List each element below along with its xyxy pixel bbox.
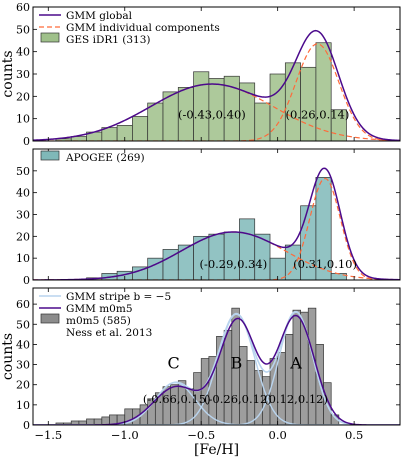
gmm-stripe-component-3 xyxy=(33,311,400,425)
histogram-bar xyxy=(101,416,110,425)
legend-entry-2-label: GMM individual components xyxy=(66,22,220,34)
component-letter-b: B xyxy=(230,354,242,373)
panel-3: (-0.66,0.15)(-0.26,0.12)(0.12,0.12) C B A 0 1… xyxy=(0,287,401,442)
component-letter-c: C xyxy=(168,354,180,373)
histogram-bar xyxy=(284,333,294,425)
histogram-bar xyxy=(300,66,317,141)
annotation-1: (-0.29,0.34) xyxy=(199,257,267,271)
histogram-bar xyxy=(254,102,271,141)
y-tick-label: 60 xyxy=(16,1,30,14)
y-tick-label: 20 xyxy=(16,90,30,103)
legend-entry-1-label: GMM stripe b = −5 xyxy=(66,291,171,303)
x-tick-label: 0.5 xyxy=(345,428,363,442)
annotation-2: (-0.26,0.12) xyxy=(204,392,272,406)
histogram-bar xyxy=(193,71,210,141)
histogram-bar xyxy=(147,102,164,141)
y-tick-label: 40 xyxy=(16,187,30,200)
histogram-bar xyxy=(223,329,233,425)
annotation-1: (-0.66,0.15) xyxy=(143,392,211,406)
x-tick-label: 0.0 xyxy=(269,428,287,442)
legend-entry-3-label: GES iDR1 (313) xyxy=(66,34,151,46)
y-tick-label: 10 xyxy=(16,113,30,126)
legend-entry-3-label: m0m5 (585) xyxy=(66,315,131,327)
y-tick-label: 50 xyxy=(16,23,30,36)
plot-area xyxy=(33,29,400,141)
y-tick-label: 10 xyxy=(16,252,30,265)
y-tick-label: 0 xyxy=(23,135,30,148)
plot-area xyxy=(33,307,400,425)
x-tick-label: −1.5 xyxy=(34,428,62,442)
legend-entry-3-swatch xyxy=(40,32,60,43)
y-tick-label: 0 xyxy=(23,419,30,432)
gmm-global-curve xyxy=(33,29,400,141)
histogram-bar xyxy=(223,231,240,280)
y-tick-label: 30 xyxy=(16,209,30,222)
legend-entry-4-label: Ness et al. 2013 xyxy=(66,327,152,339)
x-tick-label: −0.5 xyxy=(187,428,215,442)
histogram-bar xyxy=(315,177,332,280)
y-tick-label: 30 xyxy=(16,359,30,372)
component-letter-a: A xyxy=(289,354,302,373)
annotation-3: (0.12,0.12) xyxy=(264,392,328,406)
y-axis-label: counts xyxy=(0,50,16,97)
panel-2: (-0.29,0.34) (0.31,0.10) 0 10 20 30 40 50 APOGEE… xyxy=(16,148,401,287)
histogram-bar xyxy=(277,352,286,425)
y-tick-label: 40 xyxy=(16,338,30,351)
plot-area xyxy=(33,167,400,280)
legend-entry-1-label: GMM global xyxy=(66,10,133,22)
y-tick-label: 20 xyxy=(16,230,30,243)
histogram-bar xyxy=(177,244,194,280)
y-tick-label: 30 xyxy=(16,68,30,81)
y-tick-label: 20 xyxy=(16,379,30,392)
gmm-component-2 xyxy=(33,43,400,141)
y-tick-label: 60 xyxy=(16,298,30,311)
annotation-2: (0.31,0.10) xyxy=(293,257,357,271)
gmm-global-curve xyxy=(33,167,400,280)
legend-entry-3-swatch xyxy=(40,313,60,324)
x-axis-label: [Fe/H] xyxy=(194,442,239,458)
y-tick-label: 50 xyxy=(16,165,30,178)
axes-frame xyxy=(32,287,401,426)
y-tick-label: 0 xyxy=(23,274,30,287)
y-tick-label: 10 xyxy=(16,399,30,412)
legend-entry-1-label: APOGEE (269) xyxy=(65,152,145,164)
annotation-1: (-0.43,0.40) xyxy=(178,108,246,122)
y-axis-label: counts xyxy=(0,333,16,380)
histogram-bar xyxy=(315,42,332,141)
x-tick-label: −1.0 xyxy=(111,428,139,442)
panel-1: (-0.43,0.40) (0.26,0.14) 0 10 20 30 40 50 60 coun… xyxy=(0,1,401,148)
legend: APOGEE (269) xyxy=(40,150,145,164)
annotation-2: (0.26,0.14) xyxy=(286,108,350,122)
legend-entry-2-label: GMM m0m5 xyxy=(66,303,133,315)
y-tick-label: 50 xyxy=(16,318,30,331)
histogram-bar xyxy=(132,116,149,141)
legend-entry-1-swatch xyxy=(40,150,60,161)
y-tick-label: 40 xyxy=(16,46,30,59)
histogram-bar xyxy=(86,418,95,425)
